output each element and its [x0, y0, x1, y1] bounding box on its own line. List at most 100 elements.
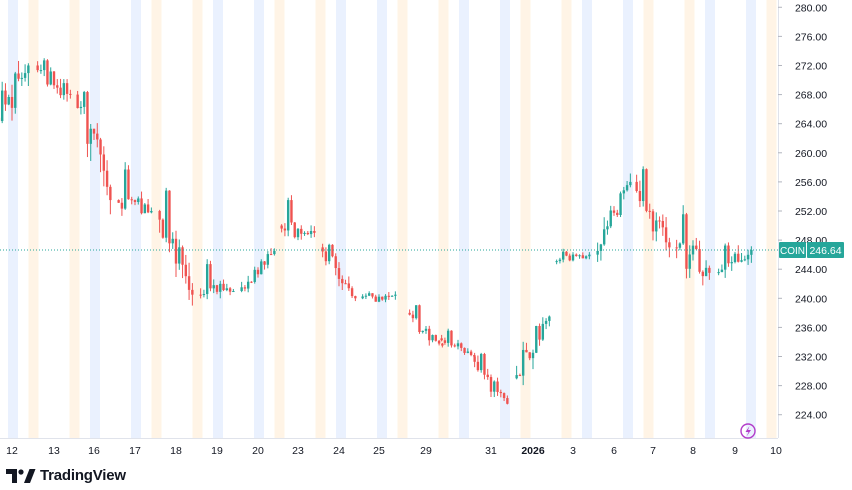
x-tick-label: 17: [129, 445, 141, 457]
y-tick-label: 256.00: [795, 177, 827, 189]
candle-body: [325, 251, 327, 261]
candle-body: [267, 254, 269, 265]
candle-body: [440, 338, 442, 340]
candle-body: [168, 191, 170, 244]
candle-body: [642, 169, 644, 201]
candle-body: [150, 211, 152, 212]
candle-body: [86, 92, 88, 144]
candle-body: [649, 211, 651, 212]
candle-body: [705, 268, 707, 276]
candle-body: [522, 350, 524, 376]
candle-body: [685, 214, 687, 269]
y-tick-label: 260.00: [795, 148, 827, 160]
candle-body: [578, 255, 580, 256]
x-tick-label: 25: [373, 445, 385, 457]
candle-body: [219, 284, 221, 292]
candle-body: [127, 170, 129, 200]
candle-body: [287, 200, 289, 230]
candle-body: [21, 78, 23, 79]
candle-body: [682, 214, 684, 243]
candle-body: [394, 295, 396, 296]
candle-body: [263, 261, 265, 264]
candle-body: [724, 246, 726, 270]
candle-body: [172, 239, 174, 244]
x-tick-label: 19: [211, 445, 223, 457]
candle-body: [538, 326, 540, 340]
y-axis[interactable]: 280.00 276.00 272.00 268.00 264.00 260.00 256.…: [778, 0, 827, 438]
candle-body: [408, 313, 410, 315]
x-tick-label: 7: [650, 445, 656, 457]
y-tick-label: 236.00: [795, 322, 827, 334]
candle-body: [83, 92, 85, 107]
tradingview-logo[interactable]: TradingView: [6, 467, 126, 484]
candle-body: [668, 242, 670, 247]
y-tick-label: 280.00: [795, 2, 827, 14]
candle-body: [463, 348, 465, 353]
candle-body: [652, 211, 654, 231]
x-tick-label: 16: [88, 445, 100, 457]
candle-body: [740, 260, 742, 262]
session-band: [275, 0, 285, 438]
candle-body: [354, 296, 356, 298]
y-tick-label: 264.00: [795, 119, 827, 131]
candle-body: [240, 287, 242, 291]
symbol-label: COIN: [780, 246, 805, 257]
candle-body: [348, 283, 350, 288]
candle-body: [209, 264, 211, 288]
candle-body: [8, 97, 10, 105]
candle-body: [93, 129, 95, 134]
candle-body: [17, 73, 19, 78]
candle-body: [106, 171, 108, 187]
candle-body: [384, 296, 386, 300]
session-band: [70, 0, 80, 438]
session-band: [767, 0, 777, 438]
x-tick-label: 31: [485, 445, 497, 457]
candle-body: [11, 97, 13, 108]
candle-body: [473, 357, 475, 362]
candle-body: [147, 204, 149, 212]
y-tick-label: 276.00: [795, 31, 827, 43]
candle-body: [270, 254, 272, 255]
candle-body: [606, 226, 608, 229]
candle-body: [441, 344, 443, 346]
candle-body: [610, 210, 612, 226]
candle-body: [477, 362, 479, 370]
candle-body: [503, 393, 505, 398]
y-tick-label: 272.00: [795, 60, 827, 72]
candle-body: [675, 247, 677, 248]
candle-body: [744, 259, 746, 260]
candle-body: [313, 231, 315, 233]
candle-body: [444, 340, 446, 343]
price-tag: COIN 246.64: [779, 242, 844, 258]
y-tick-label: 268.00: [795, 90, 827, 102]
candle-body: [185, 265, 187, 276]
candle-body: [388, 296, 390, 297]
candle-body: [555, 261, 557, 262]
candle-body: [623, 190, 625, 193]
x-tick-label: 10: [770, 445, 782, 457]
candle-body: [460, 343, 462, 348]
candle-body: [639, 191, 641, 201]
candle-body: [310, 231, 312, 234]
candle-body: [645, 169, 647, 211]
candle-body: [300, 229, 302, 234]
candle-body: [273, 251, 275, 254]
candle-body: [532, 353, 534, 358]
candle-body: [191, 290, 193, 295]
x-tick-label: 24: [333, 445, 345, 457]
candle-body: [616, 213, 618, 215]
candle-body: [454, 345, 456, 346]
session-band: [8, 0, 18, 438]
candle-body: [199, 295, 201, 296]
session-band: [316, 0, 326, 438]
candle-body: [50, 71, 52, 84]
candle-body: [206, 264, 208, 294]
candle-body: [708, 268, 710, 273]
candle-body: [467, 352, 469, 353]
candle-body: [63, 83, 65, 95]
session-band: [459, 0, 469, 438]
candle-body: [80, 107, 82, 108]
